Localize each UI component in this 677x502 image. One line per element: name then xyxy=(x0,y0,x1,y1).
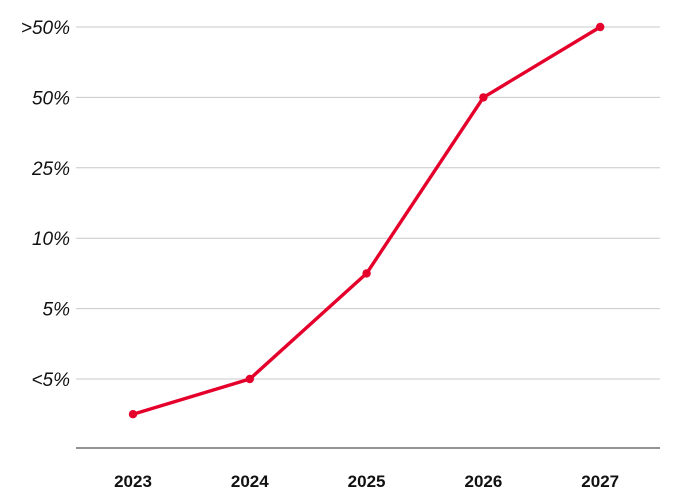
x-tick-label: 2027 xyxy=(581,472,619,491)
data-point xyxy=(596,22,605,32)
y-tick-label: 5% xyxy=(43,300,71,321)
y-tick-label: 10% xyxy=(32,229,70,250)
series-layer xyxy=(128,22,605,419)
x-tick-label: 2025 xyxy=(348,472,386,491)
grid-layer xyxy=(76,26,660,380)
data-point xyxy=(245,374,254,384)
series-line xyxy=(131,25,602,416)
y-tick-label: 25% xyxy=(31,159,70,180)
y-tick-label: >50% xyxy=(21,18,70,39)
y-tick-label: <5% xyxy=(31,370,70,391)
y-axis-ticks: <5% 5% 10% 25% 50% >50% xyxy=(21,18,70,391)
data-point xyxy=(479,93,488,102)
y-tick-label: 50% xyxy=(32,88,70,109)
data-point xyxy=(362,269,371,278)
x-tick-label: 2023 xyxy=(114,472,152,491)
x-tick-label: 2026 xyxy=(464,472,502,491)
data-point xyxy=(128,410,138,419)
x-axis-ticks: 2023 2024 2025 2026 2027 xyxy=(114,472,619,491)
x-tick-label: 2024 xyxy=(231,472,269,491)
